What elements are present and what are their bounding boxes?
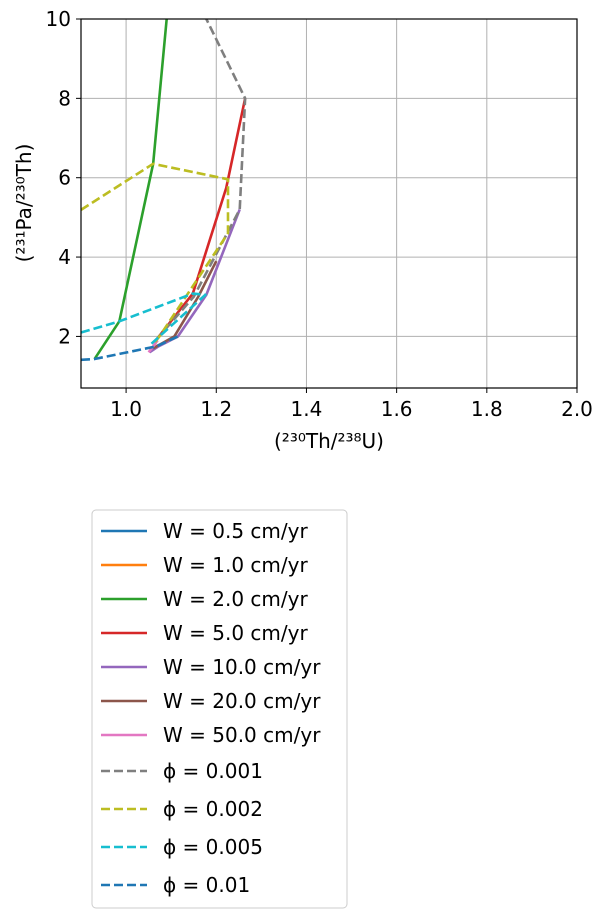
legend-label: W = 10.0 cm/yr [163, 655, 321, 679]
legend-label: W = 2.0 cm/yr [163, 587, 308, 611]
legend-label: ϕ = 0.001 [163, 759, 263, 783]
series-line [93, 19, 168, 360]
y-tick-label: 4 [58, 245, 71, 269]
x-tick-label: 2.0 [561, 397, 593, 421]
series-line [156, 98, 247, 339]
series-lines [81, 19, 247, 362]
legend-box [91, 509, 348, 909]
x-tick-label: 1.0 [110, 397, 142, 421]
legend-label: W = 1.0 cm/yr [163, 553, 308, 577]
series-line [81, 292, 207, 348]
y-axis-label: (²³¹Pa/²³⁰Th) [12, 144, 36, 263]
series-line [81, 162, 230, 346]
y-tick-label: 2 [58, 324, 71, 348]
legend: W = 0.5 cm/yr W = 1.0 cm/yr W = 2.0 cm/yr W… [101, 519, 321, 897]
legend-label: ϕ = 0.01 [163, 873, 250, 897]
grid [81, 18, 578, 388]
legend-label: ϕ = 0.002 [163, 797, 263, 821]
legend-label: W = 5.0 cm/yr [163, 621, 308, 645]
legend-label: W = 20.0 cm/yr [163, 689, 321, 713]
ticks: 1.0 1.2 1.4 1.6 1.8 2.0 2 4 6 8 10 [46, 7, 593, 421]
y-tick-label: 8 [58, 86, 71, 110]
series-line [81, 335, 179, 362]
y-tick-label: 6 [58, 166, 71, 190]
x-axis-label: (²³⁰Th/²³⁸U) [274, 429, 384, 453]
plot-frame [80, 18, 578, 389]
legend-label: W = 50.0 cm/yr [163, 723, 321, 747]
x-tick-label: 1.4 [291, 397, 323, 421]
legend-label: W = 0.5 cm/yr [163, 519, 308, 543]
legend-label: ϕ = 0.005 [163, 835, 263, 859]
x-tick-label: 1.2 [200, 397, 232, 421]
y-tick-label: 10 [46, 7, 71, 31]
x-tick-label: 1.8 [471, 397, 503, 421]
x-tick-label: 1.6 [381, 397, 413, 421]
